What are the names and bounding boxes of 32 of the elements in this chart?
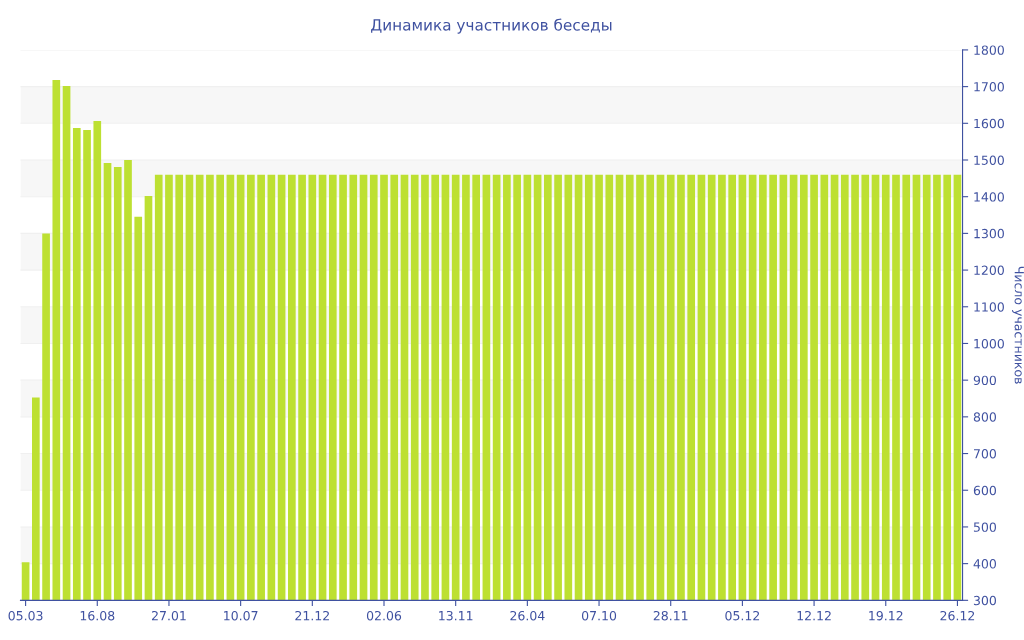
x-tick-label: 10.07 bbox=[224, 610, 258, 621]
y-tick-label: 900 bbox=[973, 375, 997, 386]
x-tick-label: 28.11 bbox=[653, 610, 688, 621]
x-tick-label: 16.08 bbox=[80, 610, 115, 621]
y-axis-title: Число участников bbox=[1012, 266, 1024, 384]
x-tick-label: 27.01 bbox=[151, 610, 186, 621]
x-tick-label: 02.06 bbox=[366, 610, 402, 621]
x-tick-label: 13.11 bbox=[439, 610, 473, 621]
x-tick-label: 07.10 bbox=[581, 610, 617, 621]
y-tick-label: 1700 bbox=[974, 82, 1004, 92]
x-tick-label: 21.12 bbox=[295, 610, 329, 621]
y-tick-label: 1000 bbox=[974, 338, 1004, 349]
y-tick-label: 600 bbox=[973, 485, 997, 496]
y-tick-label: 1300 bbox=[974, 228, 1004, 239]
y-tick-label: 800 bbox=[973, 412, 997, 422]
x-tick-label: 12.12 bbox=[797, 610, 831, 621]
y-tick-label: 700 bbox=[974, 449, 997, 459]
x-tick-label: 19.12 bbox=[869, 610, 903, 621]
y-tick-label: 1600 bbox=[974, 118, 1004, 129]
x-tick-label: 05.12 bbox=[725, 610, 760, 621]
x-tick-label: 05.03 bbox=[8, 610, 43, 621]
y-tick-label: 1100 bbox=[974, 302, 1004, 312]
y-tick-label: 1200 bbox=[974, 265, 1004, 276]
y-tick-label: 400 bbox=[973, 559, 997, 569]
y-tick-label: 500 bbox=[973, 522, 997, 532]
x-tick-label: 26.12 bbox=[940, 610, 975, 621]
y-tick-label: 1500 bbox=[974, 155, 1004, 165]
y-tick-label: 1400 bbox=[974, 192, 1004, 202]
chart-title: Динамика участников беседы bbox=[371, 18, 612, 34]
y-tick-label: 1800 bbox=[974, 45, 1004, 55]
y-tick-label: 300 bbox=[973, 595, 997, 606]
x-tick-label: 26.04 bbox=[510, 610, 545, 621]
